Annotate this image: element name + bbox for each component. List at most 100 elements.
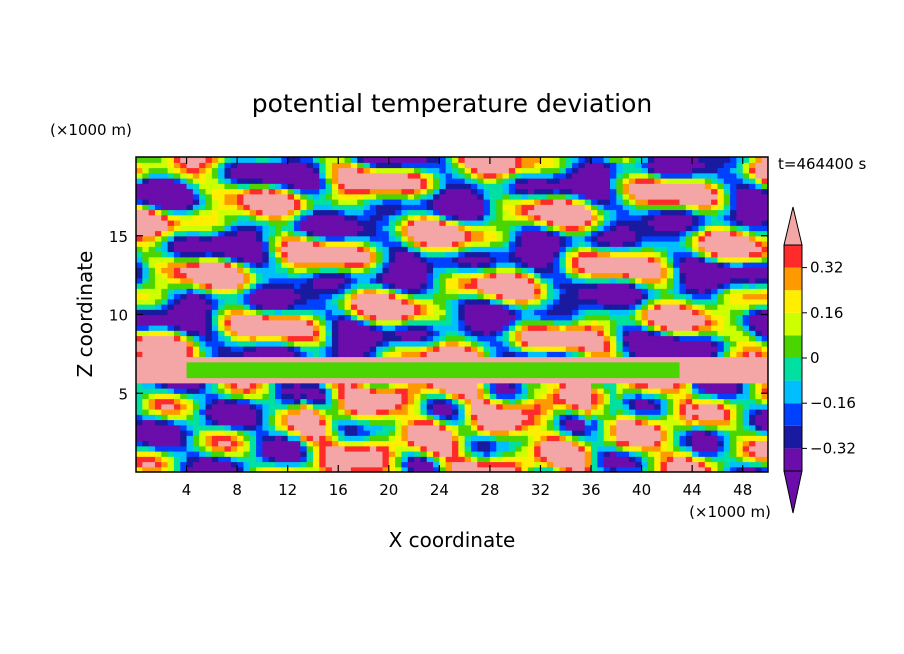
contour-cell — [287, 214, 295, 221]
contour-cell — [230, 466, 238, 472]
contour-cell — [508, 377, 516, 384]
contour-cell — [508, 230, 516, 237]
contour-cell — [502, 445, 510, 452]
contour-cell — [622, 351, 630, 358]
contour-cell — [338, 393, 346, 400]
contour-cell — [730, 304, 737, 310]
contour-cell — [312, 419, 320, 426]
contour-cell — [350, 246, 358, 253]
contour-cell — [654, 414, 662, 421]
contour-cell — [597, 430, 605, 436]
contour-cell — [281, 235, 289, 242]
contour-cell — [553, 393, 561, 400]
contour-cell — [597, 451, 605, 457]
contour-cell — [268, 309, 276, 316]
contour-cell — [300, 209, 308, 216]
contour-cell — [161, 398, 169, 405]
contour-cell — [287, 414, 295, 421]
contour-cell — [641, 456, 649, 463]
contour-cell — [673, 456, 681, 463]
contour-cell — [641, 451, 649, 457]
contour-cell — [211, 382, 219, 389]
contour-cell — [679, 393, 687, 400]
contour-cell — [249, 314, 257, 321]
contour-cell — [294, 272, 301, 279]
contour-cell — [275, 461, 282, 468]
contour-cell — [369, 309, 377, 316]
contour-cell — [167, 335, 175, 342]
contour-cell — [136, 256, 143, 263]
contour-cell — [755, 361, 763, 368]
contour-cell — [161, 241, 169, 247]
contour-cell — [654, 235, 662, 242]
contour-cell — [382, 225, 390, 232]
contour-cell — [736, 298, 744, 305]
contour-cell — [426, 335, 434, 342]
contour-cell — [546, 419, 554, 426]
contour-cell — [420, 461, 428, 468]
contour-cell — [407, 430, 415, 436]
contour-cell — [597, 267, 605, 274]
contour-cell — [363, 398, 371, 405]
contour-cell — [243, 304, 251, 310]
contour-cell — [628, 440, 636, 447]
contour-cell — [180, 230, 188, 237]
contour-cell — [287, 403, 295, 410]
contour-cell — [211, 430, 219, 436]
contour-cell — [742, 256, 750, 263]
contour-cell — [641, 340, 649, 347]
contour-cell — [331, 351, 339, 358]
contour-cell — [180, 456, 188, 463]
contour-cell — [407, 325, 415, 331]
contour-cell — [565, 246, 573, 253]
contour-cell — [205, 251, 213, 258]
contour-cell — [610, 356, 617, 363]
contour-cell — [338, 246, 346, 253]
contour-cell — [154, 267, 162, 274]
contour-cell — [382, 435, 390, 442]
contour-cell — [281, 288, 289, 295]
contour-cell — [736, 377, 744, 384]
contour-cell — [433, 466, 440, 472]
contour-cell — [243, 283, 251, 289]
contour-cell — [483, 435, 491, 442]
contour-cell — [312, 403, 320, 410]
contour-cell — [591, 398, 598, 405]
contour-cell — [369, 267, 377, 274]
contour-cell — [578, 277, 586, 284]
contour-cell — [641, 445, 649, 452]
contour-cell — [628, 361, 636, 368]
contour-cell — [496, 293, 504, 300]
contour-cell — [559, 309, 567, 316]
contour-cell — [610, 314, 617, 321]
contour-cell — [704, 225, 712, 232]
contour-cell — [388, 340, 396, 347]
contour-cell — [647, 388, 655, 394]
contour-cell — [199, 393, 207, 400]
contour-cell — [161, 288, 169, 295]
contour-cell — [755, 283, 763, 289]
contour-cell — [540, 230, 548, 237]
contour-cell — [281, 388, 289, 394]
contour-cell — [641, 246, 649, 253]
contour-cell — [211, 372, 219, 379]
contour-cell — [275, 388, 282, 394]
contour-cell — [199, 309, 207, 316]
contour-cell — [350, 435, 358, 442]
contour-cell — [237, 293, 245, 300]
contour-cell — [350, 430, 358, 436]
contour-cell — [180, 304, 188, 310]
contour-cell — [350, 309, 358, 316]
contour-cell — [717, 346, 725, 352]
contour-cell — [635, 256, 643, 263]
contour-cell — [369, 293, 377, 300]
contour-cell — [344, 340, 352, 347]
contour-cell — [154, 456, 162, 463]
contour-cell — [249, 267, 257, 274]
contour-cell — [704, 419, 712, 426]
contour-cell — [660, 382, 668, 389]
contour-cell — [489, 330, 497, 337]
contour-cell — [433, 445, 440, 452]
contour-cell — [477, 335, 485, 342]
contour-cell — [610, 445, 617, 452]
